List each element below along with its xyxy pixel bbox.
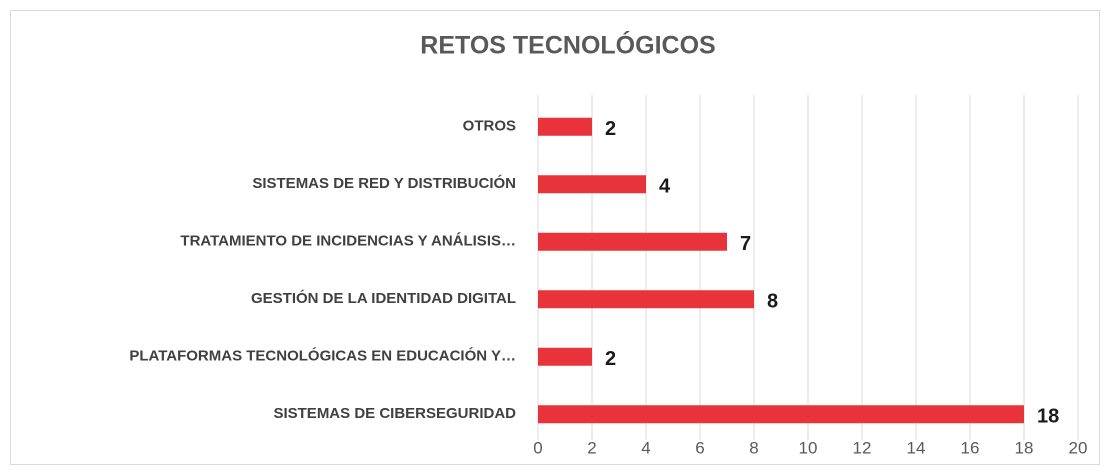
bar: [538, 117, 592, 136]
y-tick-label: OTROS: [463, 118, 516, 135]
chart-title: RETOS TECNOLÓGICOS: [420, 30, 715, 60]
bar: [538, 175, 646, 194]
value-label: 2: [605, 348, 616, 370]
x-tick-label: 0: [533, 438, 542, 457]
value-label: 7: [740, 233, 751, 255]
y-tick-label: PLATAFORMAS TECNOLÓGICAS EN EDUCACIÓN Y…: [129, 347, 516, 365]
x-tick-label: 16: [961, 438, 980, 457]
x-tick-label: 4: [641, 438, 650, 457]
x-tick-label: 12: [853, 438, 872, 457]
bar: [538, 232, 727, 251]
x-tick-label: 14: [907, 438, 926, 457]
x-tick-label: 10: [799, 438, 818, 457]
bar: [538, 347, 592, 366]
x-tick-label: 18: [1015, 438, 1034, 457]
value-label: 8: [767, 291, 778, 313]
x-tick-label: 20: [1069, 438, 1088, 457]
bar: [538, 290, 754, 309]
x-tick-label: 2: [587, 438, 596, 457]
value-label: 18: [1037, 406, 1059, 428]
y-tick-label: SISTEMAS DE CIBERSEGURIDAD: [273, 405, 516, 422]
value-label: 2: [605, 118, 616, 140]
y-tick-label: GESTIÓN DE LA IDENTIDAD DIGITAL: [251, 289, 516, 307]
x-tick-label: 6: [695, 438, 704, 457]
y-tick-label: SISTEMAS DE RED Y DISTRIBUCIÓN: [252, 174, 516, 192]
x-tick-label: 8: [749, 438, 758, 457]
y-tick-label: TRATAMIENTO DE INCIDENCIAS Y ANÁLISIS…: [180, 233, 516, 250]
bar: [538, 405, 1024, 424]
value-label: 4: [659, 176, 671, 198]
